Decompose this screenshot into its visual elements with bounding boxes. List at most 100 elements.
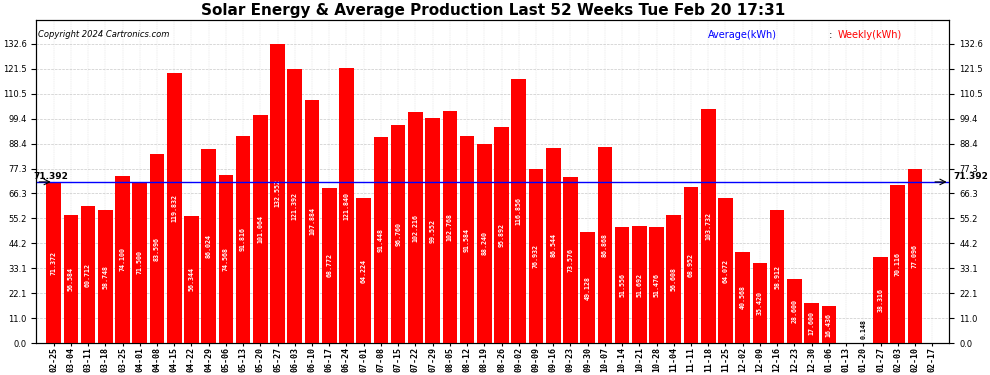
Bar [908, 169, 923, 343]
Text: 56.608: 56.608 [671, 267, 677, 291]
Text: 95.892: 95.892 [499, 223, 505, 247]
Bar [459, 136, 474, 343]
Text: 91.816: 91.816 [241, 228, 247, 252]
Text: 56.584: 56.584 [68, 267, 74, 291]
Bar [47, 182, 61, 343]
Bar [115, 176, 130, 343]
Text: 38.316: 38.316 [877, 288, 883, 312]
Bar [340, 68, 353, 343]
Text: 91.448: 91.448 [378, 228, 384, 252]
Text: 119.832: 119.832 [171, 194, 177, 222]
Text: 16.436: 16.436 [826, 312, 832, 336]
Text: 70.116: 70.116 [895, 252, 901, 276]
Text: 77.096: 77.096 [912, 244, 918, 268]
Bar [598, 147, 612, 343]
Text: 96.760: 96.760 [395, 222, 401, 246]
Bar [804, 303, 819, 343]
Bar [649, 227, 664, 343]
Text: 103.732: 103.732 [705, 212, 711, 240]
Text: 116.856: 116.856 [516, 197, 522, 225]
Bar [356, 198, 371, 343]
Text: 64.072: 64.072 [723, 259, 729, 283]
Text: 86.024: 86.024 [206, 234, 212, 258]
Bar [770, 210, 784, 343]
Bar [666, 215, 681, 343]
Text: 132.552: 132.552 [274, 180, 280, 207]
Text: 68.952: 68.952 [688, 253, 694, 277]
Bar [63, 215, 78, 343]
Bar [494, 127, 509, 343]
Bar [563, 177, 578, 343]
Text: 99.552: 99.552 [430, 219, 436, 243]
Text: 71.500: 71.500 [137, 251, 143, 274]
Text: 71.372: 71.372 [50, 251, 56, 274]
Bar [149, 154, 164, 343]
Text: 121.392: 121.392 [292, 192, 298, 220]
Bar [253, 115, 267, 343]
Text: 76.932: 76.932 [533, 244, 539, 268]
Text: 83.596: 83.596 [154, 237, 160, 261]
Bar [98, 210, 113, 343]
Text: 51.692: 51.692 [637, 273, 643, 297]
Text: 71.392: 71.392 [953, 172, 988, 181]
Text: 91.584: 91.584 [464, 228, 470, 252]
Bar [219, 175, 234, 343]
Text: 58.748: 58.748 [102, 265, 108, 289]
Text: 102.768: 102.768 [446, 213, 452, 241]
Bar [632, 226, 646, 343]
Text: 74.100: 74.100 [120, 248, 126, 272]
Bar [615, 227, 630, 343]
Bar [787, 279, 802, 343]
Text: 86.544: 86.544 [550, 233, 556, 257]
Bar [822, 306, 837, 343]
Text: 49.128: 49.128 [585, 276, 591, 300]
Text: 102.216: 102.216 [413, 214, 419, 242]
Bar [270, 44, 285, 343]
Bar [167, 73, 181, 343]
Text: 71.392: 71.392 [33, 172, 67, 181]
Text: :: : [827, 30, 836, 40]
Title: Solar Energy & Average Production Last 52 Weeks Tue Feb 20 17:31: Solar Energy & Average Production Last 5… [201, 3, 785, 18]
Text: 64.224: 64.224 [360, 259, 366, 283]
Bar [890, 185, 905, 343]
Text: 107.884: 107.884 [309, 207, 315, 236]
Bar [81, 206, 95, 343]
Text: 86.868: 86.868 [602, 233, 608, 257]
Bar [529, 170, 544, 343]
Text: Copyright 2024 Cartronics.com: Copyright 2024 Cartronics.com [39, 30, 169, 39]
Bar [580, 232, 595, 343]
Text: 68.772: 68.772 [327, 254, 333, 278]
Text: 28.600: 28.600 [791, 299, 797, 323]
Bar [373, 136, 388, 343]
Bar [701, 109, 716, 343]
Bar [426, 118, 440, 343]
Bar [184, 216, 199, 343]
Text: 51.476: 51.476 [653, 273, 659, 297]
Bar [512, 80, 526, 343]
Text: 74.568: 74.568 [223, 247, 229, 271]
Text: 17.600: 17.600 [809, 311, 815, 335]
Text: 60.712: 60.712 [85, 262, 91, 286]
Bar [477, 144, 492, 343]
Bar [236, 136, 250, 343]
Bar [305, 100, 320, 343]
Bar [391, 125, 406, 343]
Text: Weekly(kWh): Weekly(kWh) [839, 30, 902, 40]
Bar [752, 263, 767, 343]
Bar [322, 188, 337, 343]
Bar [736, 252, 750, 343]
Text: 88.240: 88.240 [481, 231, 487, 255]
Bar [684, 188, 698, 343]
Bar [287, 69, 302, 343]
Bar [408, 112, 423, 343]
Bar [443, 111, 457, 343]
Bar [133, 182, 148, 343]
Text: 56.344: 56.344 [188, 267, 194, 291]
Text: 0.148: 0.148 [860, 320, 866, 339]
Bar [873, 256, 888, 343]
Bar [545, 148, 560, 343]
Bar [201, 149, 216, 343]
Text: 101.064: 101.064 [257, 215, 263, 243]
Text: 121.840: 121.840 [344, 192, 349, 220]
Text: 58.912: 58.912 [774, 265, 780, 289]
